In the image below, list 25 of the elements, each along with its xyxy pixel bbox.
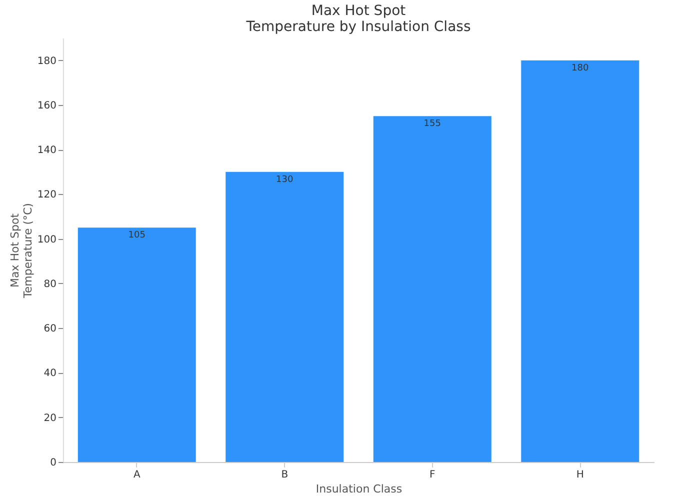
data-label: 155 — [424, 119, 441, 130]
y-tick-label: 180 — [37, 56, 56, 67]
data-label: 105 — [128, 230, 146, 241]
y-tick-label: 140 — [37, 145, 56, 156]
y-tick-label: 120 — [37, 190, 56, 201]
data-label: 180 — [572, 63, 589, 74]
bar — [226, 172, 344, 462]
bar — [373, 116, 492, 462]
x-tick-label: A — [133, 470, 140, 480]
y-tick-label: 160 — [37, 100, 56, 112]
bar — [521, 60, 640, 462]
bar — [78, 228, 196, 462]
y-tick-label: 60 — [44, 324, 56, 335]
x-tick-label: F — [429, 470, 436, 480]
y-tick-label: 80 — [44, 278, 56, 290]
data-label: 130 — [276, 174, 294, 185]
y-axis-title: Max Hot Spot Temperature (°C) — [8, 203, 34, 299]
chart-title: Max Hot Spot Temperature by Insulation Class — [245, 3, 471, 35]
x-axis-title: Insulation Class — [316, 482, 402, 496]
y-tick-label: 0 — [50, 458, 56, 468]
y-tick-label: 100 — [37, 234, 56, 246]
y-tick-label: 40 — [44, 368, 56, 380]
y-tick-label: 20 — [44, 412, 56, 424]
x-tick-label: B — [281, 470, 288, 480]
x-tick-label: H — [576, 470, 584, 480]
